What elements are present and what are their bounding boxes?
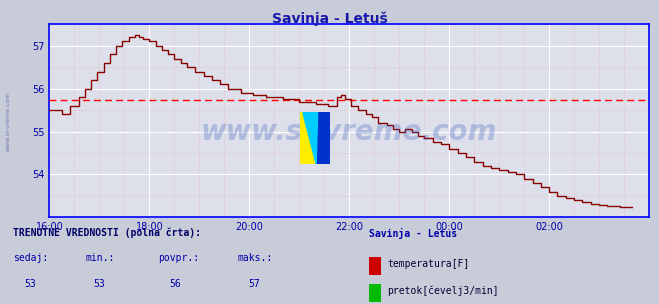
Text: -nan: -nan <box>82 303 105 304</box>
Text: sedaj:: sedaj: <box>13 253 48 263</box>
Polygon shape <box>300 112 316 164</box>
Text: TRENUTNE VREDNOSTI (polna črta):: TRENUTNE VREDNOSTI (polna črta): <box>13 228 201 238</box>
Text: Savinja - Letuš: Savinja - Letuš <box>369 228 457 239</box>
Text: pretok[čevelj3/min]: pretok[čevelj3/min] <box>387 286 499 296</box>
Text: 56: 56 <box>169 279 181 289</box>
Text: maks.:: maks.: <box>237 253 272 263</box>
Text: min.:: min.: <box>86 253 115 263</box>
Bar <box>369 257 381 275</box>
Bar <box>369 284 381 302</box>
Polygon shape <box>316 112 330 164</box>
Polygon shape <box>303 112 318 164</box>
Text: -nan: -nan <box>158 303 181 304</box>
Text: -nan: -nan <box>13 303 36 304</box>
Text: 53: 53 <box>94 279 105 289</box>
Text: -nan: -nan <box>237 303 260 304</box>
Text: Savinja - Letuš: Savinja - Letuš <box>272 12 387 26</box>
Text: 57: 57 <box>248 279 260 289</box>
Text: 53: 53 <box>24 279 36 289</box>
Text: temperatura[F]: temperatura[F] <box>387 259 470 269</box>
Text: www.si-vreme.com: www.si-vreme.com <box>5 92 11 151</box>
Text: www.si-vreme.com: www.si-vreme.com <box>201 119 498 147</box>
Text: povpr.:: povpr.: <box>158 253 199 263</box>
